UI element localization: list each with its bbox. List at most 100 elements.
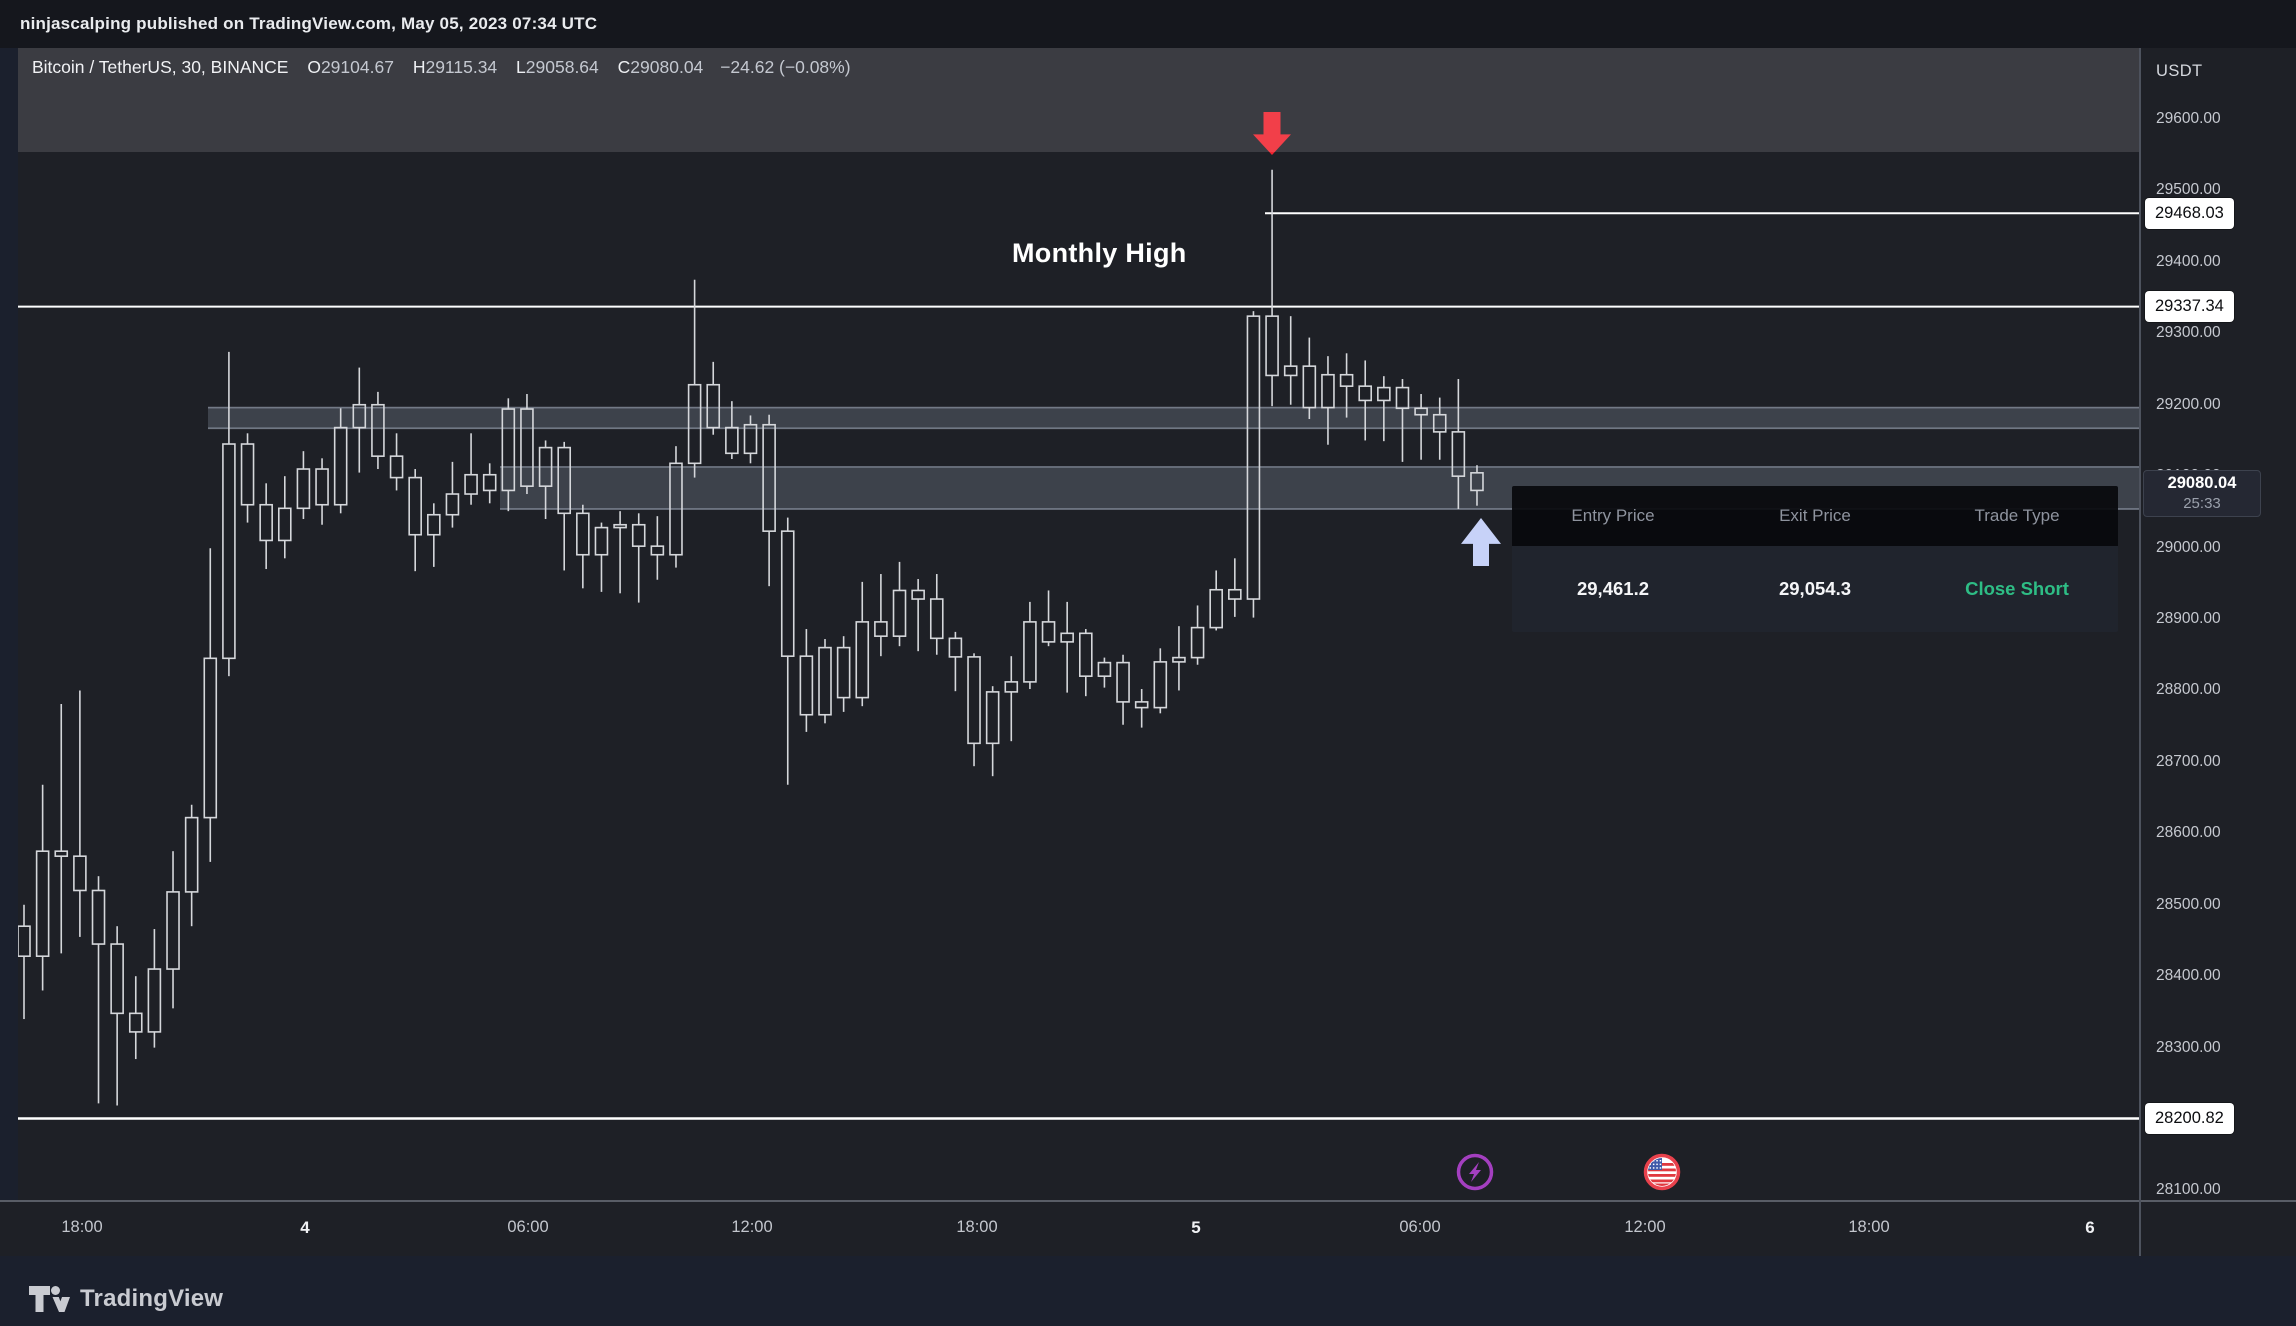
candle[interactable]: [631, 513, 646, 603]
candle[interactable]: [687, 279, 702, 478]
candle[interactable]: [538, 440, 553, 520]
candle[interactable]: [54, 704, 69, 954]
candle[interactable]: [427, 503, 441, 567]
price-axis[interactable]: USDT 29600.00 29500.00 29400.00 29300.00 292…: [2140, 48, 2296, 1200]
candle[interactable]: [929, 574, 944, 655]
candle[interactable]: [333, 408, 348, 514]
candle[interactable]: [147, 929, 162, 1048]
price-tick-label: 29300.00: [2156, 324, 2221, 342]
candle[interactable]: [73, 690, 87, 937]
candle[interactable]: [1116, 654, 1130, 725]
candle[interactable]: [855, 581, 870, 707]
candle[interactable]: [464, 433, 478, 505]
candle[interactable]: [371, 391, 385, 470]
candle[interactable]: [1432, 397, 1447, 460]
candle[interactable]: [1302, 337, 1317, 420]
candle[interactable]: [240, 433, 255, 523]
candle[interactable]: [818, 639, 832, 724]
candle[interactable]: [296, 451, 311, 520]
candle[interactable]: [1060, 601, 1074, 693]
low-label: L: [516, 57, 526, 77]
candle[interactable]: [482, 463, 497, 504]
candle[interactable]: [1041, 590, 1056, 647]
candle[interactable]: [1190, 605, 1205, 665]
red-down-arrow[interactable]: [1253, 112, 1291, 155]
candle[interactable]: [892, 561, 907, 647]
candle[interactable]: [1451, 379, 1466, 510]
candle[interactable]: [110, 926, 124, 1106]
candle[interactable]: [222, 351, 236, 677]
high-value: 29115.34: [425, 57, 498, 77]
lightning-event-icon[interactable]: [1456, 1153, 1494, 1191]
candle[interactable]: [352, 367, 367, 473]
candle[interactable]: [650, 516, 665, 580]
candle[interactable]: [1339, 353, 1354, 418]
candle[interactable]: [520, 394, 534, 495]
trade-table-row: 29,461.2 29,054.3 Close Short: [1512, 546, 2118, 632]
price-tick-label: 28500.00: [2156, 895, 2221, 913]
candle[interactable]: [911, 579, 925, 652]
candle[interactable]: [1172, 626, 1186, 691]
candle[interactable]: [1377, 376, 1391, 442]
candle[interactable]: [706, 361, 721, 435]
candle[interactable]: [1004, 656, 1019, 742]
candle[interactable]: [91, 876, 106, 1104]
blue-up-arrow[interactable]: [1461, 518, 1501, 566]
candle[interactable]: [1265, 169, 1279, 407]
trade-info-panel: Entry Price Exit Price Trade Type 29,461…: [1512, 486, 2118, 632]
candle[interactable]: [1283, 316, 1298, 405]
tradingview-logo[interactable]: TradingView: [28, 1284, 223, 1314]
candle[interactable]: [1134, 689, 1149, 728]
candle[interactable]: [1023, 601, 1037, 690]
candle[interactable]: [948, 631, 963, 692]
price-tick-label: 28700.00: [2156, 752, 2221, 770]
candle[interactable]: [1097, 657, 1112, 688]
candle[interactable]: [557, 441, 572, 571]
monthly-high-annotation[interactable]: Monthly High: [1012, 238, 1187, 268]
candle[interactable]: [166, 851, 180, 1009]
tradingview-logo-icon: [29, 1286, 70, 1312]
candle[interactable]: [576, 504, 590, 589]
candle[interactable]: [743, 415, 758, 464]
candle[interactable]: [762, 414, 776, 587]
candle[interactable]: [184, 804, 199, 927]
candle[interactable]: [1228, 558, 1242, 617]
candle[interactable]: [277, 476, 292, 559]
candle[interactable]: [389, 433, 404, 491]
candle[interactable]: [1321, 356, 1335, 445]
candle[interactable]: [725, 401, 739, 460]
exit-price-header: Exit Price: [1779, 506, 1851, 525]
candle[interactable]: [128, 976, 143, 1060]
symbol-ohlc-row: Bitcoin / TetherUS, 30, BINANCE O29104.6…: [32, 57, 851, 78]
candle[interactable]: [259, 483, 273, 570]
candle[interactable]: [780, 517, 795, 785]
candle[interactable]: [1395, 379, 1410, 462]
candle[interactable]: [799, 629, 814, 732]
candle[interactable]: [35, 784, 50, 991]
candle[interactable]: [1246, 311, 1261, 618]
candle[interactable]: [1209, 570, 1223, 631]
candle[interactable]: [1153, 648, 1168, 714]
candlestick-canvas[interactable]: [18, 48, 2140, 1200]
candle[interactable]: [1470, 465, 1484, 506]
candle[interactable]: [874, 574, 888, 657]
time-axis[interactable]: 18:00 4 06:00 12:00 18:00 5 06:00 12:00 18:00 6: [0, 1200, 2296, 1256]
candle[interactable]: [408, 469, 422, 572]
candle[interactable]: [1078, 629, 1093, 697]
candle[interactable]: [203, 548, 218, 862]
candle[interactable]: [18, 904, 31, 1020]
candle[interactable]: [985, 686, 1000, 777]
candle[interactable]: [613, 511, 627, 594]
candle[interactable]: [445, 461, 460, 528]
candle[interactable]: [669, 446, 683, 568]
chart-pane[interactable]: Bitcoin / TetherUS, 30, BINANCE O29104.6…: [18, 48, 2140, 1200]
supply-demand-zone-1[interactable]: [208, 407, 2140, 429]
symbol-title[interactable]: Bitcoin / TetherUS, 30, BINANCE: [32, 57, 289, 77]
candle[interactable]: [315, 458, 329, 525]
candle[interactable]: [594, 522, 609, 592]
candle[interactable]: [836, 636, 851, 712]
candle[interactable]: [1358, 360, 1373, 441]
candle[interactable]: [967, 653, 981, 767]
candle[interactable]: [1414, 394, 1428, 460]
candle[interactable]: [501, 398, 516, 512]
